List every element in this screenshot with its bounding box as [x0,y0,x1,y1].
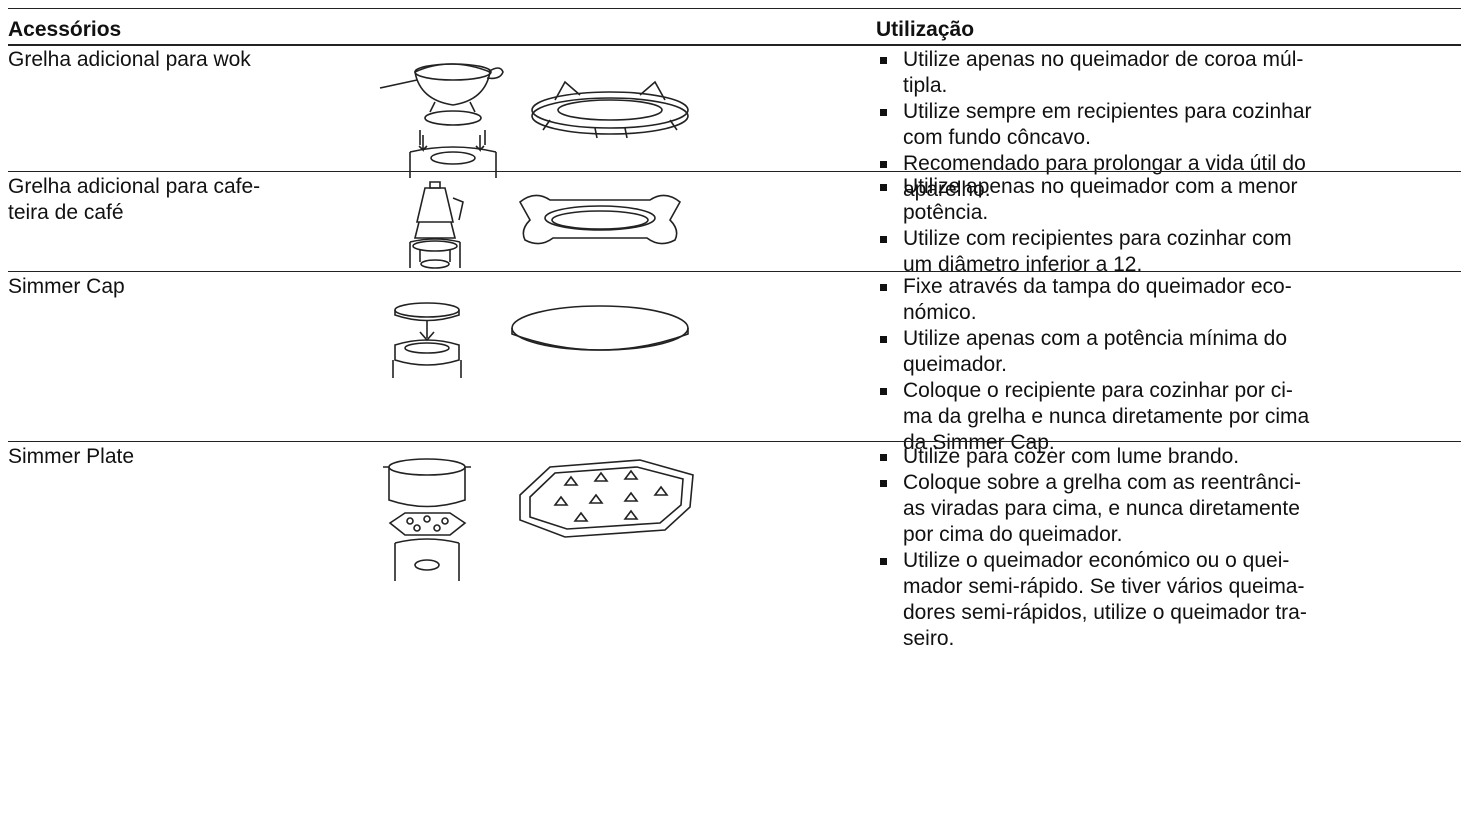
usage-text: mador semi-rápido. Se tiver vários queim… [903,575,1305,598]
usage-text: aparelho. [903,178,991,201]
bullet [880,388,887,395]
row-rule [8,271,1461,272]
usage-text: tipla. [903,74,948,97]
row-rule [8,171,1461,172]
top-rule [8,8,1461,9]
header-cell: Acessórios [8,18,122,41]
bullet [880,161,887,168]
header-rule [8,44,1461,46]
usage-text: um diâmetro inferior a 12. [903,253,1143,276]
header-cell: Utilização [876,18,975,41]
usage-text: com fundo côncavo. [903,126,1091,149]
bullet [880,558,887,565]
usage-text: nómico. [903,301,977,324]
accessory-name: Simmer Plate [8,445,135,468]
usage-text: potência. [903,201,989,224]
accessory-name: teira de café [8,201,124,224]
usage-text: Coloque o recipiente para cozinhar por c… [903,379,1293,402]
row-rule [8,441,1461,442]
accessory-name: Simmer Cap [8,275,125,298]
bullet [880,454,887,461]
usage-text: Utilize sempre em recipientes para cozin… [903,100,1312,123]
bullet [880,184,887,191]
bullet [880,57,887,64]
usage-text: por cima do queimador. [903,523,1123,546]
coffee-illustration [409,181,682,269]
usage-text: Utilize o queimador económico ou o quei- [903,549,1290,572]
bullet [880,109,887,116]
usage-text: dores semi-rápidos, utilize o queimador … [903,601,1307,624]
bullet [880,236,887,243]
simmer-plate-illustration [383,458,694,581]
simmer-cap-illustration [392,302,689,378]
bullet [880,284,887,291]
usage-text: Coloque sobre a grelha com as reentrânci… [903,471,1302,494]
usage-text: Utilize com recipientes para cozinhar co… [903,227,1292,250]
usage-text: Utilize apenas no queimador com a menor [903,175,1298,198]
bullet [880,480,887,487]
usage-text: queimador. [903,353,1007,376]
usage-text: as viradas para cima, e nunca diretament… [903,497,1300,520]
accessory-name: Grelha adicional para wok [8,48,251,71]
usage-text: Utilize apenas com a potência mínima do [903,327,1288,350]
bullet [880,336,887,343]
accessory-name: Grelha adicional para cafe- [8,175,261,198]
usage-text: Fixe através da tampa do queimador eco- [903,275,1292,298]
wok-illustration [379,63,689,178]
usage-text: Utilize apenas no queimador de coroa múl… [903,48,1304,71]
usage-text: Recomendado para prolongar a vida útil d… [903,152,1306,175]
usage-text: da Simmer Cap. [903,431,1055,454]
usage-text: seiro. [903,627,955,650]
usage-text: ma da grelha e nunca diretamente por cim… [903,405,1310,428]
usage-text: Utilize para cozer com lume brando. [903,445,1240,468]
